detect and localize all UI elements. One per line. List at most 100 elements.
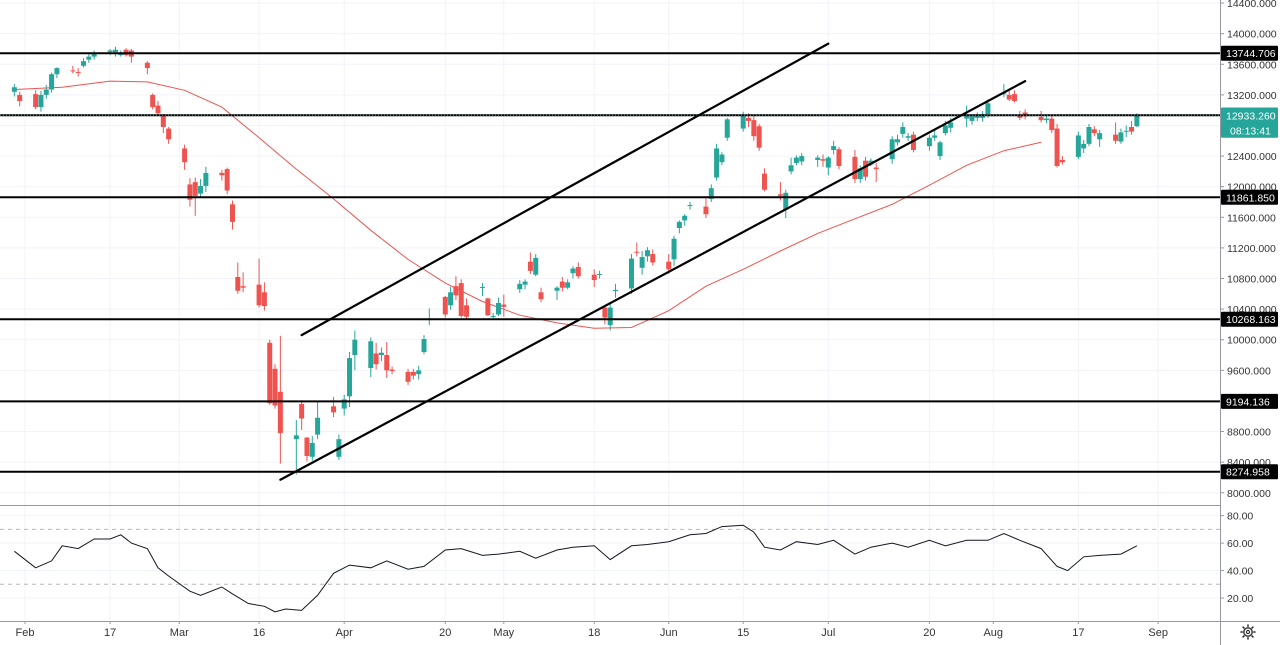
time-tick-label: Feb	[16, 627, 35, 639]
candle	[1075, 131, 1081, 160]
candle	[554, 286, 560, 300]
candle-body	[889, 139, 895, 160]
level-price-label: 8274.958	[1226, 467, 1270, 479]
price-tick-label: 12400.000	[1227, 151, 1277, 163]
candle	[703, 198, 709, 219]
candle-body	[825, 157, 831, 168]
candle	[644, 247, 650, 262]
candle	[43, 84, 49, 99]
candle-body	[746, 117, 752, 121]
candle	[639, 250, 645, 275]
candle	[267, 339, 273, 405]
price-tick-label: 10800.000	[1227, 274, 1277, 286]
candle-body	[144, 62, 150, 69]
candle-body	[708, 188, 714, 199]
candle	[650, 249, 656, 266]
time-tick-label: 20	[923, 627, 935, 639]
settings-button[interactable]	[1240, 624, 1256, 640]
candle	[873, 162, 879, 183]
candle-body	[315, 417, 321, 435]
candle-body	[352, 339, 358, 356]
candle	[708, 184, 714, 202]
level-price-tag	[1221, 311, 1278, 327]
candle	[863, 156, 869, 181]
candle	[229, 200, 235, 230]
candle-body	[613, 289, 619, 291]
candle	[926, 134, 932, 151]
candle-body	[107, 50, 113, 53]
candle-body	[331, 406, 337, 413]
candle-body	[1054, 128, 1060, 167]
candle	[347, 351, 353, 408]
rsi-pane	[0, 505, 1220, 613]
candle-body	[410, 371, 416, 376]
price-labels: 13744.706 12933.260 11861.850 10268.163 9194…	[1221, 45, 1278, 480]
candle	[86, 53, 92, 63]
candle	[793, 155, 799, 166]
candle-body	[1075, 135, 1081, 157]
rsi-tick-label: 20.00	[1227, 593, 1253, 605]
candle-body	[448, 292, 454, 306]
candle-body	[799, 156, 805, 162]
candle	[1001, 84, 1007, 98]
candle-body	[501, 304, 507, 307]
candle-body	[150, 94, 156, 108]
time-tick-label: 15	[737, 627, 749, 639]
candle-body	[272, 368, 278, 406]
candle	[315, 400, 321, 440]
time-tick-label: Mar	[170, 627, 189, 639]
candle	[761, 168, 767, 192]
candle	[932, 130, 938, 141]
candle-body	[458, 283, 464, 317]
candle	[203, 166, 209, 193]
countdown-timer: 08:13:41	[1230, 125, 1271, 137]
candle-body	[1038, 117, 1044, 121]
time-tick-label: Jun	[660, 627, 678, 639]
time-tick-label: Aug	[983, 627, 1003, 639]
candle-body	[575, 267, 581, 277]
candle	[533, 254, 539, 277]
candle-body	[1097, 133, 1103, 140]
time-axis-bg	[0, 621, 1220, 645]
candle	[852, 149, 858, 183]
candle-body	[442, 296, 448, 315]
candle	[293, 420, 299, 475]
candle-body	[187, 184, 193, 200]
candle-body	[591, 274, 597, 281]
candle-body	[1118, 132, 1124, 142]
candle	[714, 143, 720, 181]
candle	[820, 154, 826, 167]
candle-body	[495, 303, 501, 315]
price-tick-label: 14000.000	[1227, 29, 1277, 41]
horizontal-levels	[0, 52, 1220, 473]
time-tick-label: Sep	[1148, 627, 1168, 639]
candle	[38, 91, 44, 112]
candle-body	[597, 273, 603, 275]
candle	[751, 116, 757, 141]
candle-body	[192, 182, 198, 196]
candle-body	[857, 168, 863, 180]
candle-body	[240, 286, 246, 288]
candle-body	[11, 87, 17, 92]
candle-body	[91, 53, 97, 57]
candle-body	[756, 126, 762, 148]
candle	[825, 156, 831, 176]
level-price-tag	[1221, 464, 1278, 480]
candle-body	[341, 399, 347, 409]
gear-icon[interactable]	[1240, 624, 1256, 640]
candle	[155, 101, 161, 116]
candle	[937, 140, 943, 160]
candle-body	[937, 142, 943, 157]
candle	[112, 46, 118, 57]
candle	[219, 169, 225, 181]
candle	[676, 220, 682, 234]
candle	[458, 279, 464, 318]
candle-body	[1081, 143, 1087, 149]
candle	[341, 394, 347, 416]
candle-body	[788, 165, 794, 172]
candle-body	[384, 355, 390, 371]
candle	[1059, 156, 1065, 165]
candle	[724, 117, 730, 141]
